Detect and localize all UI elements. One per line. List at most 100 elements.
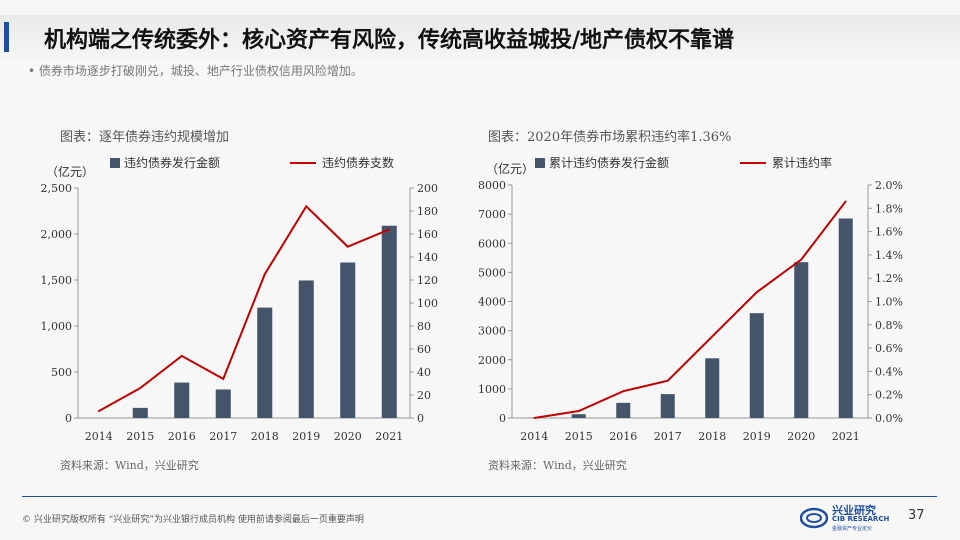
chart-line-series (98, 204, 390, 412)
right-chart: 0 1000 2000 3000 4000 5000 6000 7000 8000 0.0% 0.2… (478, 155, 903, 443)
x-tick-label: 2015 (565, 430, 593, 443)
chart-bar (174, 382, 190, 418)
right-y-tick-label: 0.8% (875, 319, 903, 332)
right-y-tick-label: 100 (417, 297, 438, 310)
right-y-tick-label: 0.4% (875, 365, 903, 378)
left-y-tick-label: 4000 (478, 296, 506, 309)
left-y-tick-label: 500 (51, 366, 72, 379)
chart-line-point (533, 417, 536, 419)
x-tick-label: 2020 (334, 430, 362, 443)
left-axis-unit: （亿元） (46, 164, 94, 179)
legend-label-bar: 违约债券发行金额 (124, 155, 220, 170)
x-tick-label: 2019 (292, 430, 320, 443)
chart-bar (705, 358, 720, 418)
x-tick-label: 2018 (251, 430, 279, 443)
left-y-tick-label: 1000 (478, 383, 506, 396)
legend-swatch-bar (535, 158, 545, 168)
right-y-tick-label: 160 (417, 228, 438, 241)
x-tick-label: 2021 (832, 430, 860, 443)
title-accent-bar (4, 22, 9, 52)
chart-line-point (180, 355, 183, 357)
left-y-tick-label: 2000 (478, 354, 506, 367)
chart-line-point (666, 379, 669, 382)
chart-bar (132, 407, 148, 418)
right-y-tick-label: 80 (417, 320, 431, 333)
right-y-tick-label: 40 (417, 366, 431, 379)
left-chart-source: 资料来源：Wind，兴业研究 (60, 459, 199, 472)
left-y-tick-label: 0 (499, 412, 506, 425)
x-tick-label: 2019 (743, 430, 771, 443)
chart-line-point (577, 410, 580, 412)
right-y-tick-label: 60 (417, 343, 431, 356)
x-tick-label: 2014 (85, 430, 113, 443)
chart-bar (215, 389, 231, 418)
title-bar (0, 15, 960, 59)
legend-label-line: 累计违约率 (772, 155, 832, 170)
x-tick-label: 2017 (654, 430, 682, 443)
left-y-tick-label: 0 (65, 412, 72, 425)
chart-line-point (139, 387, 142, 389)
chart-bar (660, 394, 675, 418)
left-y-tick-label: 1,500 (41, 274, 73, 287)
left-y-tick-label: 3000 (478, 325, 506, 338)
right-y-tick-label: 200 (417, 182, 438, 195)
page-number: 37 (908, 508, 925, 523)
right-y-tick-label: 0.0% (875, 412, 903, 425)
chart-bar (616, 402, 631, 418)
right-y-tick-label: 1.2% (875, 272, 903, 285)
chart-line-point (755, 291, 758, 293)
right-chart-source: 资料来源：Wind，兴业研究 (488, 459, 627, 472)
logo-name-cn: 兴业研究 (832, 504, 876, 517)
left-chart-caption: 图表：逐年债券违约规模增加 (60, 130, 230, 145)
chart-line-point (263, 273, 266, 276)
chart-line-point (711, 335, 714, 338)
chart-line-point (222, 378, 225, 380)
cib-research-logo: 兴业研究 CIB RESEARCH 金融资产专业定价 (800, 502, 900, 534)
x-tick-label: 2015 (126, 430, 154, 443)
chart-bar (298, 280, 314, 418)
chart-bar (571, 414, 586, 418)
chart-line-point (844, 200, 847, 203)
chart-bar (838, 218, 853, 418)
bullet-point: • 债券市场逐步打破刚兑，城投、地产行业债权信用风险增加。 (28, 64, 363, 78)
right-y-tick-label: 2.0% (875, 179, 903, 192)
x-tick-label: 2018 (698, 430, 726, 443)
legend-label-bar: 累计违约债券发行金额 (549, 155, 669, 170)
footer-divider (22, 496, 937, 497)
right-y-tick-label: 1.6% (875, 226, 903, 239)
left-y-tick-label: 2,000 (41, 228, 73, 241)
left-chart: 0 500 1,000 1,500 2,000 2,500 0 20 40 60 80 100 120 1… (41, 155, 439, 443)
chart-line-series (534, 200, 847, 419)
chart-line-point (346, 245, 349, 248)
right-y-tick-label: 0.2% (875, 389, 903, 402)
chart-line-point (305, 205, 308, 208)
x-tick-label: 2014 (520, 430, 548, 443)
logo-tagline: 金融资产专业定价 (832, 526, 873, 532)
chart-bar (381, 225, 397, 418)
chart-bar (794, 262, 809, 418)
left-y-tick-label: 5000 (478, 266, 506, 279)
left-y-tick-label: 7000 (478, 208, 506, 221)
chart-bar (340, 262, 356, 418)
right-chart-caption: 图表：2020年债券市场累积违约率1.36% (488, 130, 732, 145)
x-tick-label: 2016 (168, 430, 196, 443)
left-y-tick-label: 8000 (478, 179, 506, 192)
x-tick-label: 2020 (787, 430, 815, 443)
right-y-tick-label: 0 (417, 412, 424, 425)
chart-line-point (622, 390, 625, 393)
right-y-tick-label: 1.4% (875, 249, 903, 262)
chart-bar (749, 313, 764, 418)
page-title: 机构端之传统委外：核心资产有风险，传统高收益城投/地产债权不靠谱 (44, 27, 735, 53)
cib-research-logo-icon (800, 507, 828, 529)
x-tick-label: 2021 (375, 430, 403, 443)
right-y-tick-label: 0.6% (875, 342, 903, 355)
left-axis-unit: （亿元） (486, 161, 534, 176)
x-tick-label: 2017 (209, 430, 237, 443)
left-y-tick-label: 1,000 (41, 320, 73, 333)
right-y-tick-label: 1.0% (875, 296, 903, 309)
right-y-tick-label: 1.8% (875, 202, 903, 215)
right-y-tick-label: 120 (417, 274, 438, 287)
chart-line-point (388, 228, 391, 231)
left-y-tick-label: 2,500 (41, 182, 73, 195)
legend-swatch-bar (110, 158, 120, 168)
